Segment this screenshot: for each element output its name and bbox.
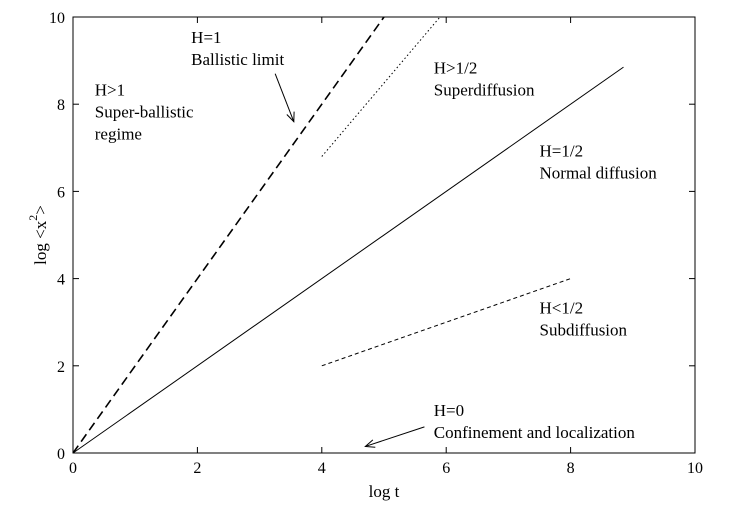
series-line-3 [321,278,571,367]
annotation-3-line-0: H=1/2 [540,142,584,161]
plot-frame [72,16,696,454]
annotation-5-line-1: Confinement and localization [434,423,636,442]
annotation-arrow-shaft-1 [365,426,425,447]
x-tick-label-3: 6 [442,460,450,477]
annotation-4: H<1/2 Subdiffusion [540,298,628,339]
x-tick-label-5: 10 [687,460,703,477]
x-tick-label-4: 8 [567,460,575,477]
axis-ticks: 0 2 4 6 8 10 0 2 4 6 8 10 [49,10,703,477]
annotation-1: H>1 Super-ballistic regime [95,80,194,143]
x-tick-label-0: 0 [69,460,77,477]
annotation-4-line-1: Subdiffusion [540,320,628,339]
annotation-2-line-1: Superdiffusion [434,81,535,100]
y-tick-label-4: 8 [57,97,65,114]
annotation-3: H=1/2 Normal diffusion [540,142,658,183]
series-line-2 [72,66,624,454]
y-tick-label-0: 0 [57,446,65,463]
series-group [72,16,624,454]
y-axis-label: log <x2> [26,205,50,265]
annotation-5: H=0 Confinement and localization [434,401,636,442]
annotation-1-line-2: regime [95,124,142,143]
x-axis-label: log t [369,482,400,501]
annotation-3-line-1: Normal diffusion [540,164,658,183]
annotation-0-line-1: Ballistic limit [191,50,284,69]
annotation-2: H>1/2 Superdiffusion [434,59,535,100]
annotation-1-line-0: H>1 [95,80,125,99]
y-tick-label-1: 2 [57,359,65,376]
annotation-5-line-0: H=0 [434,401,464,420]
y-tick-label-5: 10 [49,10,65,27]
y-tick-label-2: 4 [57,272,65,289]
y-tick-label-3: 6 [57,184,65,201]
y-axis-label-main: log <x [31,220,50,265]
x-tick-label-1: 2 [193,460,201,477]
series-line-1 [321,16,441,157]
annotation-arrow-shaft-0 [274,73,295,122]
y-axis-label-tail: > [31,205,50,215]
annotation-4-line-0: H<1/2 [540,298,584,317]
series-line-0 [72,16,385,454]
x-tick-label-2: 4 [318,460,326,477]
annotation-2-line-0: H>1/2 [434,59,478,78]
annotation-0: H=1 Ballistic limit [191,28,284,69]
annotation-arrow-head-0 [286,111,295,123]
annotation-arrow-head-1 [364,439,376,448]
annotations: H=1 Ballistic limit H>1 Super-ballistic regi… [95,28,657,442]
annotation-1-line-1: Super-ballistic [95,102,194,121]
y-axis-label-superscript: 2 [26,215,40,221]
annotation-arrows [274,73,425,448]
annotation-0-line-0: H=1 [191,28,221,47]
y-axis-label-group: log <x2> [26,205,50,265]
